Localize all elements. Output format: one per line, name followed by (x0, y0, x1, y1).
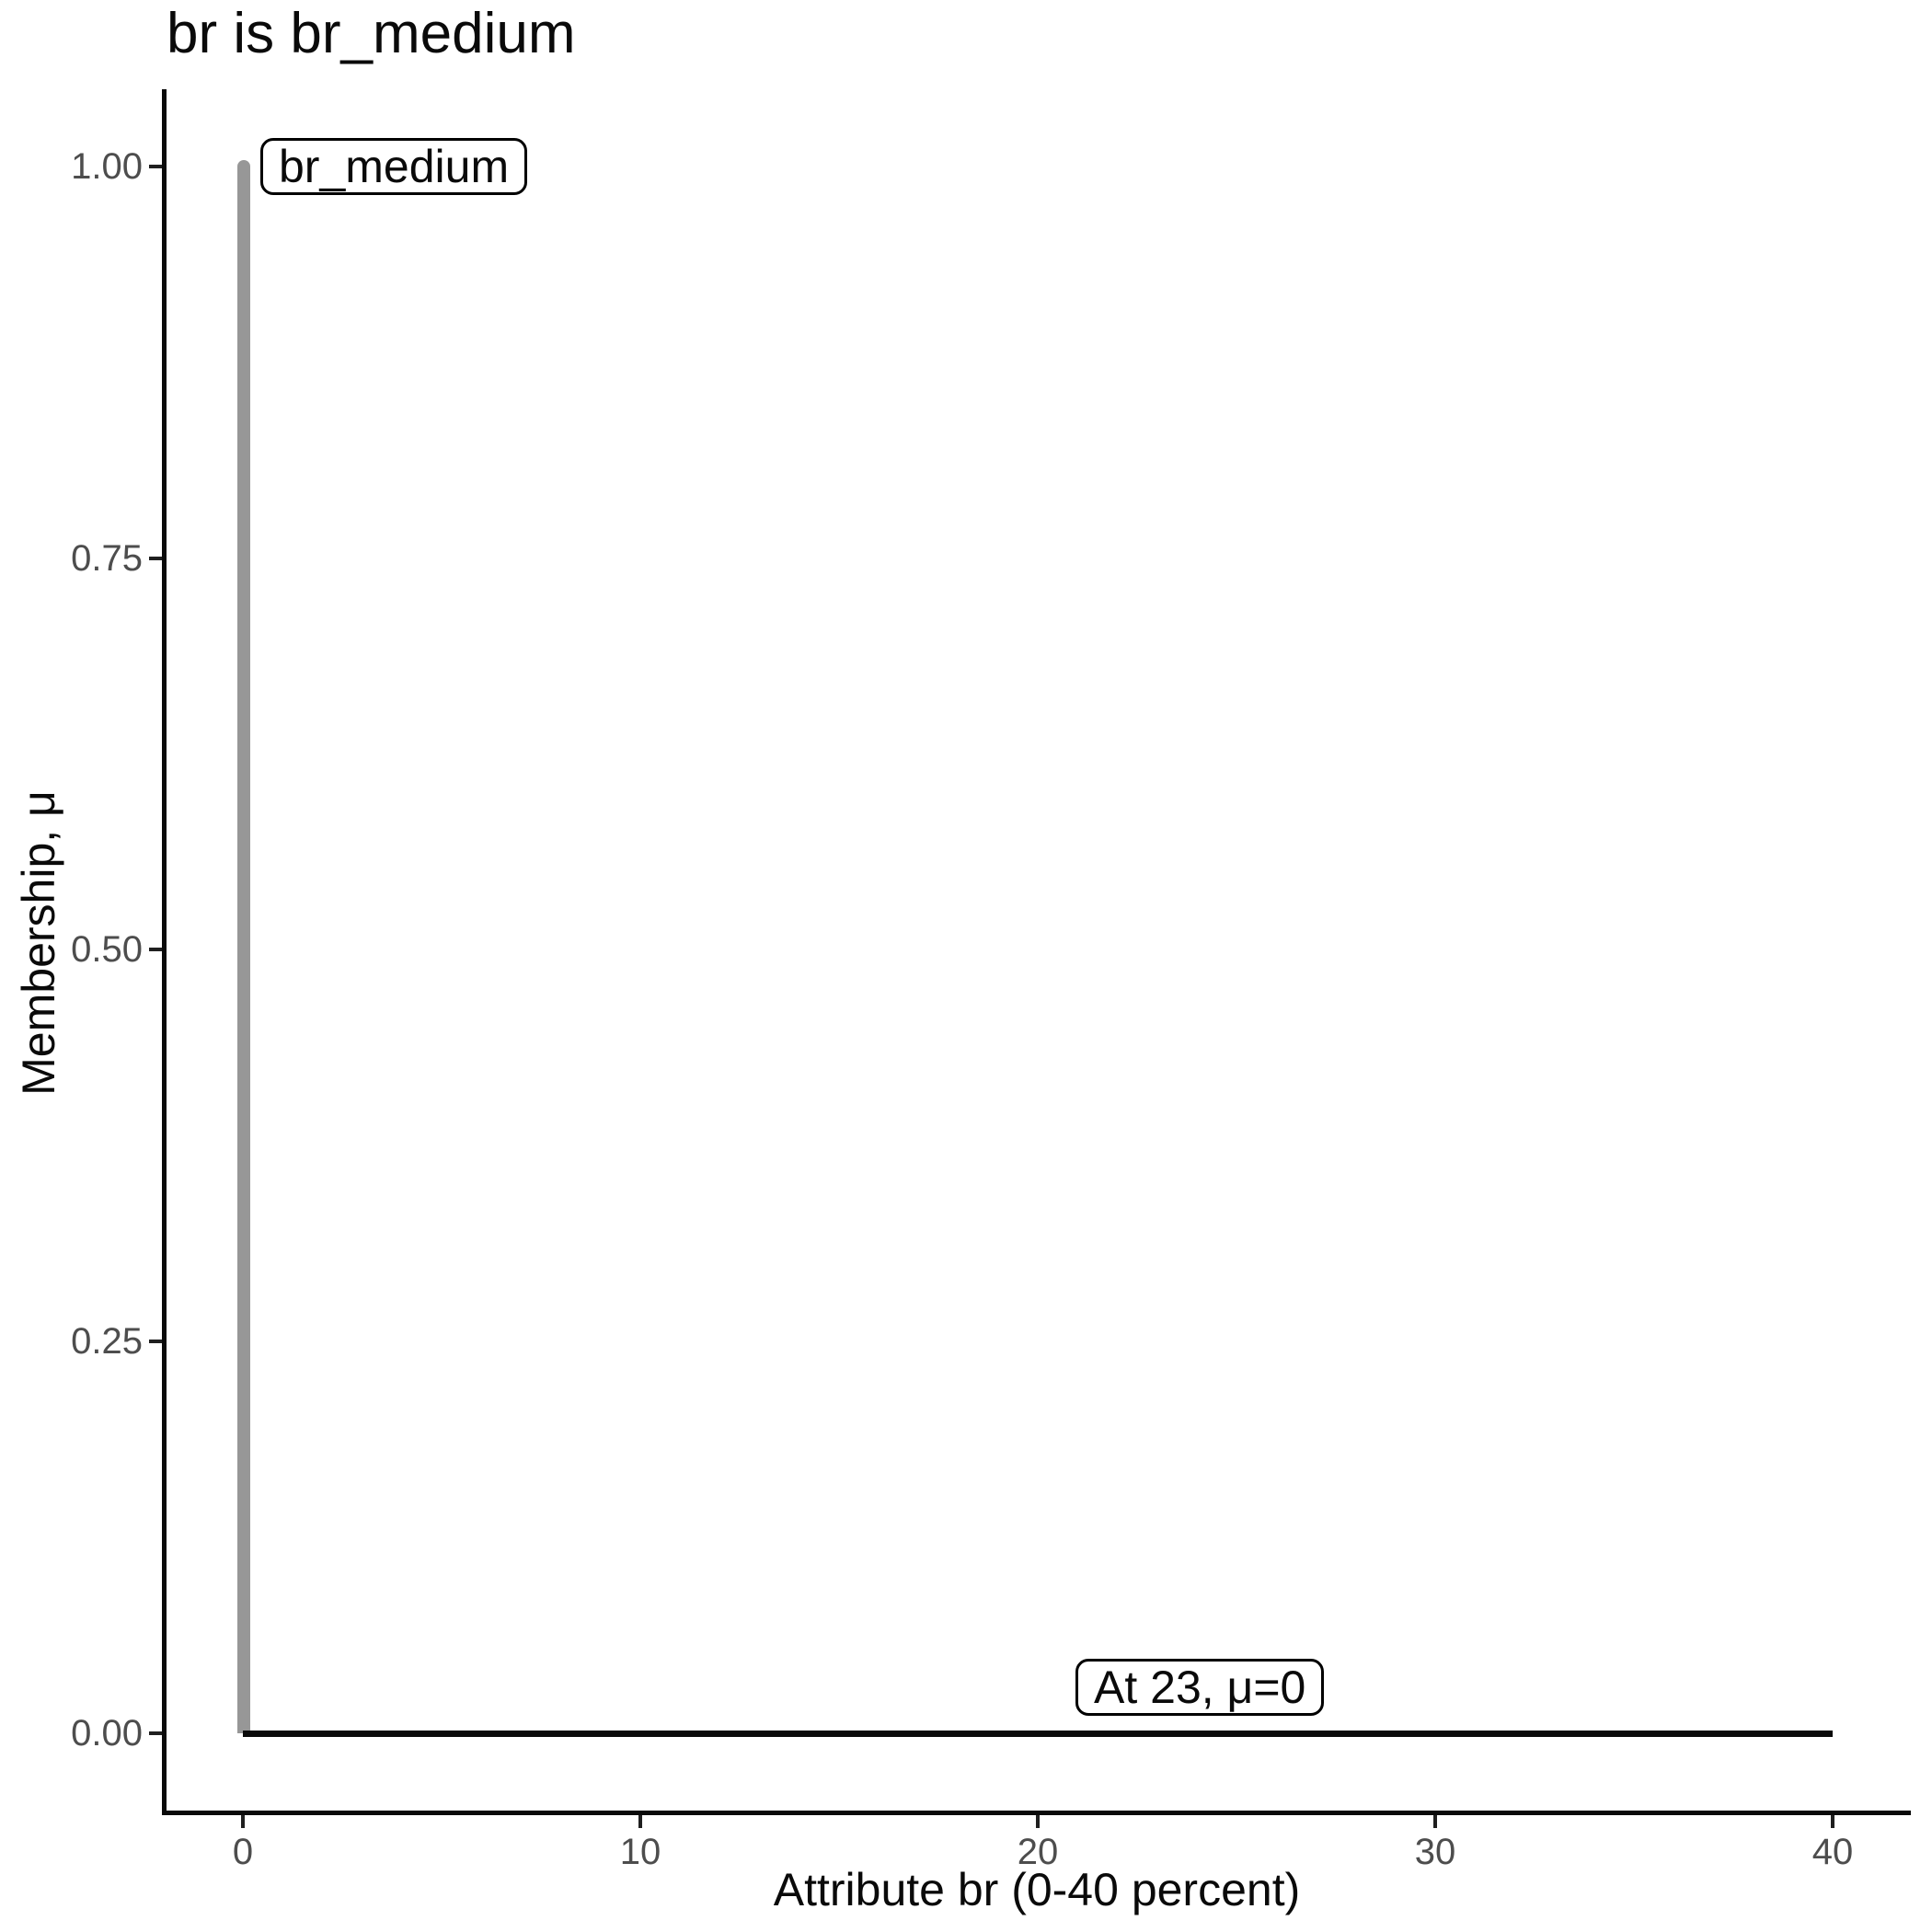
annotation-br-medium: br_medium (260, 138, 528, 195)
y-tick-0.50 (149, 948, 162, 951)
annotation-at-23: At 23, μ=0 (1075, 1659, 1325, 1716)
y-tick-label-0.25: 0.25 (71, 1321, 143, 1362)
x-tick-label-40: 40 (1811, 1832, 1854, 1872)
y-tick-0.75 (149, 557, 162, 560)
y-axis-line (162, 89, 167, 1814)
y-tick-label-0.50: 0.50 (71, 929, 143, 970)
x-tick-label-20: 20 (1017, 1832, 1059, 1872)
x-tick-10 (638, 1815, 642, 1828)
chart-title: br is br_medium (167, 2, 576, 65)
x-tick-20 (1036, 1815, 1040, 1828)
y-tick-label-0.00: 0.00 (71, 1713, 143, 1754)
x-tick-label-30: 30 (1414, 1832, 1456, 1872)
x-axis-line (162, 1811, 1911, 1815)
y-tick-label-0.75: 0.75 (71, 538, 143, 579)
x-axis-title: Attribute br (0-40 percent) (773, 1864, 1301, 1915)
x-tick-0 (241, 1815, 245, 1828)
x-tick-label-0: 0 (232, 1832, 254, 1872)
x-tick-label-10: 10 (619, 1832, 661, 1872)
x-tick-40 (1831, 1815, 1834, 1828)
zero-membership-line-series (243, 1731, 1833, 1737)
y-tick-0.00 (149, 1731, 162, 1735)
y-tick-0.25 (149, 1340, 162, 1343)
membership-spike-series (237, 160, 250, 1733)
x-tick-30 (1433, 1815, 1437, 1828)
y-tick-label-1.00: 1.00 (71, 146, 143, 187)
y-tick-1.00 (149, 165, 162, 168)
